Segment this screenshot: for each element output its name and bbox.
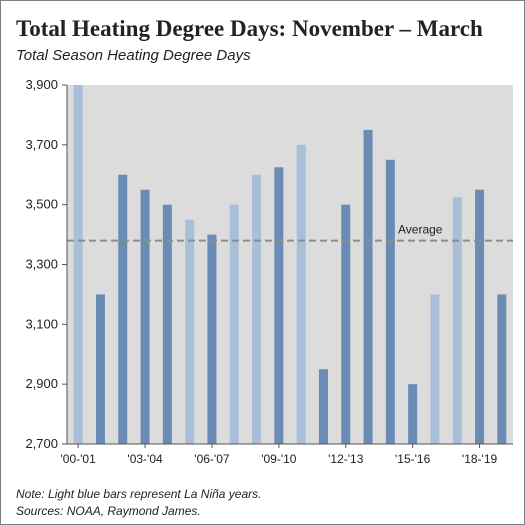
x-tick-label: '00-'01 (61, 452, 97, 466)
chart-subtitle: Total Season Heating Degree Days (16, 47, 251, 64)
bar-14-15 (385, 159, 395, 444)
bar-04-05 (162, 204, 172, 444)
y-tick-label: 3,700 (25, 137, 58, 152)
bar-12-13 (341, 204, 351, 444)
bar-02-03 (118, 174, 128, 444)
x-tick-label: '12-'13 (328, 452, 364, 466)
x-tick-label: '09-'10 (261, 452, 297, 466)
x-tick-label: '15-'16 (395, 452, 431, 466)
y-tick-label: 3,100 (25, 316, 58, 331)
y-tick-label: 2,700 (25, 436, 58, 451)
plot-area (67, 85, 513, 444)
bar-17-18 (452, 197, 462, 444)
bar-08-09 (252, 174, 262, 444)
bar-18-19 (475, 189, 485, 444)
bar-16-17 (430, 294, 440, 444)
bar-05-06 (185, 219, 195, 444)
bar-03-04 (140, 189, 150, 444)
bar-13-14 (363, 129, 373, 444)
average-label: Average (398, 223, 443, 237)
bar-07-08 (229, 204, 239, 444)
note-sources: Sources: NOAA, Raymond James. (16, 504, 201, 518)
x-tick-label: '03-'04 (127, 452, 163, 466)
bar-10-11 (296, 144, 306, 445)
y-tick-label: 2,900 (25, 376, 58, 391)
x-tick-label: '06-'07 (194, 452, 230, 466)
y-tick-label: 3,300 (25, 257, 58, 272)
chart-title: Total Heating Degree Days: November – Ma… (16, 16, 483, 41)
bar-19-20 (497, 294, 507, 444)
y-tick-label: 3,900 (25, 77, 58, 92)
bar-00-01 (73, 85, 83, 444)
y-tick-label: 3,500 (25, 197, 58, 212)
bar-06-07 (207, 234, 217, 444)
x-tick-label: '18-'19 (462, 452, 498, 466)
bar-11-12 (318, 369, 328, 444)
bar-01-02 (95, 294, 105, 444)
bar-09-10 (274, 167, 284, 445)
note-la-nina: Note: Light blue bars represent La Niña … (16, 487, 262, 501)
bar-15-16 (408, 384, 418, 444)
